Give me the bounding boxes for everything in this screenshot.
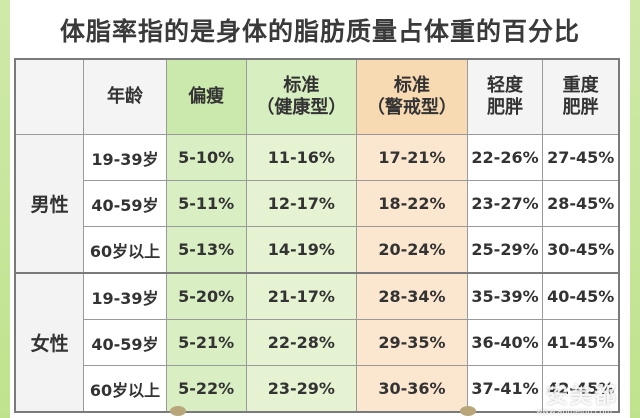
table-row: 60岁以上 5-13% 14-19% 20-24% 25-29% 30-45% (15, 226, 620, 274)
cell-severe: 27-45% (542, 134, 620, 181)
cell-thin: 5-20% (165, 272, 247, 320)
table-row: 男性 19-39岁 5-10% 11-16% 17-21% 22-26% 27-… (14, 134, 620, 274)
header-severe-line2: 肥胖 (562, 97, 599, 118)
watermark-logo: 安美都 (545, 384, 618, 409)
cell-alert: 18-22% (356, 180, 468, 227)
cell-thin: 5-21% (165, 319, 247, 366)
cell-healthy: 12-17% (245, 180, 358, 227)
cell-healthy: 21-17% (245, 272, 358, 320)
header-group (14, 58, 85, 135)
cell-severe: 30-45% (542, 226, 620, 274)
group-label-male: 男性 (14, 134, 85, 274)
cell-mild: 22-26% (466, 134, 544, 181)
cell-mild: 37-41% (466, 365, 544, 413)
cell-thin: 5-10% (165, 134, 247, 181)
cell-mild: 23-27% (466, 180, 544, 227)
cell-age: 19-39岁 (83, 134, 167, 181)
header-severe-obesity: 重度 肥胖 (542, 58, 620, 135)
body-fat-table: 年龄 偏瘦 标准 （健康型） 标准 （警戒型） 轻度 肥胖 重度 肥胖 (14, 58, 620, 413)
cell-age: 40-59岁 (83, 180, 167, 227)
cell-age: 60岁以上 (83, 226, 167, 274)
header-standard-alert-line1: 标准 (393, 74, 430, 96)
watermark-url: www.anmeidu.com (535, 407, 612, 416)
cell-severe: 41-45% (542, 319, 620, 366)
cell-thin: 5-13% (165, 226, 247, 274)
table-row: 60岁以上 5-22% 23-29% 30-36% 37-41% 42-45% (15, 365, 620, 413)
cell-alert: 20-24% (356, 226, 468, 274)
cell-severe: 28-45% (542, 180, 620, 227)
decorative-dot-left (170, 406, 186, 416)
cell-healthy: 11-16% (245, 134, 358, 181)
cell-alert: 17-21% (356, 134, 468, 181)
cell-alert: 28-34% (356, 272, 468, 320)
header-row: 年龄 偏瘦 标准 （健康型） 标准 （警戒型） 轻度 肥胖 重度 肥胖 (14, 58, 620, 135)
cell-healthy: 14-19% (245, 226, 358, 274)
header-standard-alert-line2: （警戒型） (366, 97, 457, 118)
cell-mild: 35-39% (466, 272, 544, 320)
group-label-female: 女性 (14, 272, 85, 413)
cell-alert: 29-35% (356, 319, 468, 366)
cell-age: 19-39岁 (83, 272, 167, 320)
header-thin: 偏瘦 (165, 58, 247, 135)
cell-age: 60岁以上 (83, 365, 167, 413)
header-standard-alert: 标准 （警戒型） (356, 58, 468, 135)
cell-thin: 5-22% (165, 365, 247, 413)
cell-severe: 42-45% (542, 365, 620, 413)
decorative-dot-right (460, 406, 476, 416)
cell-age: 40-59岁 (83, 319, 167, 366)
table-row: 40-59岁 5-21% 22-28% 29-35% 36-40% 41-45% (15, 319, 620, 366)
table-row: 40-59岁 5-11% 12-17% 18-22% 23-27% 28-45% (15, 180, 620, 227)
table-row: 女性 19-39岁 5-20% 21-17% 28-34% 35-39% 40-… (14, 272, 620, 413)
header-age: 年龄 (83, 58, 167, 135)
header-mild-obesity: 轻度 肥胖 (466, 58, 544, 135)
header-standard-healthy: 标准 （健康型） (245, 58, 358, 135)
cell-healthy: 22-28% (245, 319, 358, 366)
cell-mild: 36-40% (466, 319, 544, 366)
table-body: 男性 19-39岁 5-10% 11-16% 17-21% 22-26% 27-… (14, 134, 620, 413)
header-mild-line2: 肥胖 (487, 97, 524, 118)
cell-mild: 25-29% (466, 226, 544, 274)
header-standard-healthy-line1: 标准 (283, 74, 320, 96)
cell-alert: 30-36% (356, 365, 468, 413)
header-mild-line1: 轻度 (487, 74, 524, 96)
page-title: 体脂率指的是身体的脂肪质量占体重的百分比 (59, 17, 580, 46)
header-severe-line1: 重度 (562, 74, 599, 96)
content-card: 体脂率指的是身体的脂肪质量占体重的百分比 年龄 偏瘦 标准 （健康型） 标准 （… (10, 0, 630, 418)
cell-healthy: 23-29% (245, 365, 358, 413)
cell-severe: 40-45% (542, 272, 620, 320)
header-standard-healthy-line2: （健康型） (256, 97, 347, 118)
cell-thin: 5-11% (165, 180, 247, 227)
table-header: 年龄 偏瘦 标准 （健康型） 标准 （警戒型） 轻度 肥胖 重度 肥胖 (14, 58, 620, 135)
